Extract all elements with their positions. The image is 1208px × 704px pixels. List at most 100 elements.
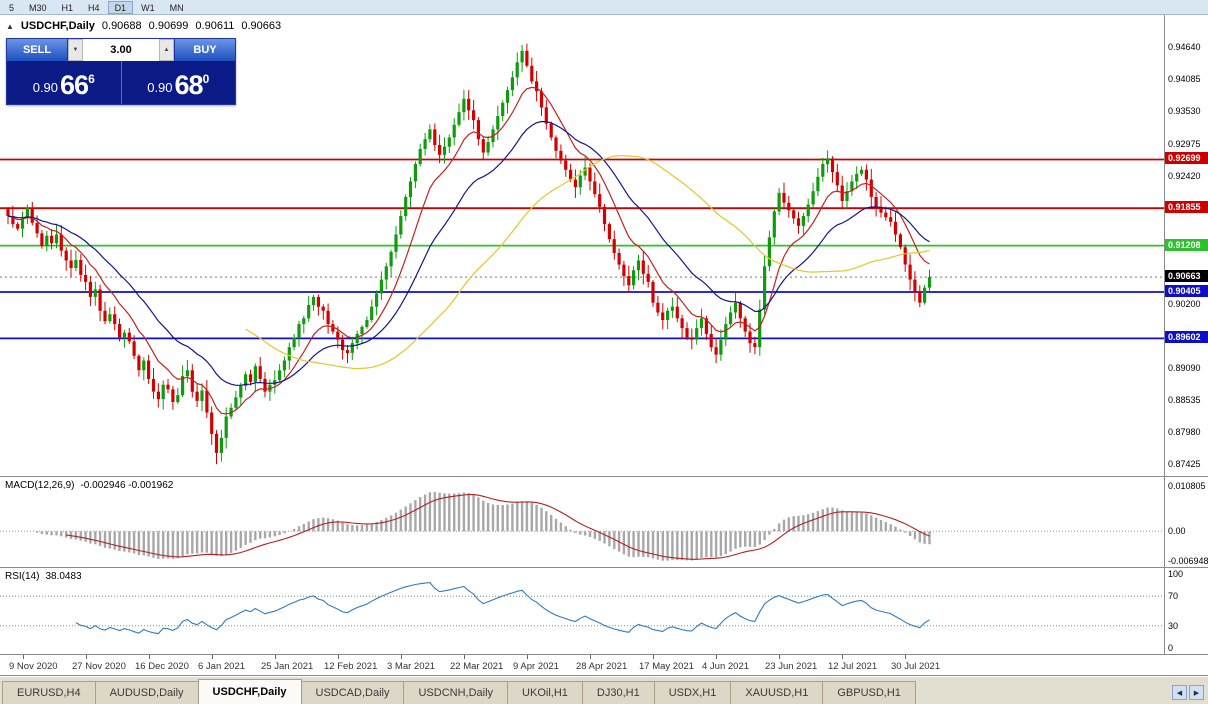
- timeframe-button-d1[interactable]: D1: [107, 0, 134, 14]
- buy-price-base: 0.90: [147, 80, 173, 95]
- chart-tab-xauusd-h1[interactable]: XAUUSD,H1: [730, 681, 824, 704]
- price-axis-label: 0.92975: [1168, 139, 1201, 149]
- timeframe-button-mn[interactable]: MN: [169, 2, 184, 13]
- timeframe-button-w1[interactable]: W1: [141, 2, 155, 13]
- low-value: 0.90611: [195, 20, 235, 32]
- price-axis-label: 0.94085: [1168, 74, 1201, 84]
- buy-price-sup: 0: [202, 72, 210, 86]
- macd-chart[interactable]: [0, 477, 1164, 567]
- time-axis-tick: [716, 655, 717, 659]
- time-axis-label: 25 Jan 2021: [261, 661, 314, 672]
- time-axis-tick: [590, 655, 591, 659]
- time-axis-label: 3 Mar 2021: [387, 661, 436, 672]
- macd-label: MACD(12,26,9): [5, 480, 75, 491]
- time-axis-tick: [842, 655, 843, 659]
- timeframe-button-h4[interactable]: H4: [88, 2, 100, 13]
- time-axis[interactable]: 9 Nov 2020 27 Nov 2020 16 Dec 2020 6 Jan 20…: [0, 655, 1208, 676]
- macd-values: -0.002946 -0.001962: [80, 480, 174, 491]
- price-axis-label: 0.87425: [1168, 459, 1201, 469]
- high-value: 0.90699: [148, 20, 189, 32]
- timeframe-button-5[interactable]: 5: [9, 2, 15, 13]
- rsi-header: RSI(14) 38.0483: [5, 571, 82, 582]
- open-value: 0.90688: [101, 20, 142, 32]
- time-axis-label: 17 May 2021: [639, 661, 694, 672]
- volume-field[interactable]: 3.00: [110, 44, 132, 56]
- sell-price-display[interactable]: 0.90 66 6: [7, 61, 121, 104]
- macd-indicator-panel: 0.010805 0.00 -0.006948 MACD(12,26,9) -0.0…: [0, 477, 1208, 568]
- chart-tab-eurusd-h4[interactable]: EURUSD,H4: [2, 681, 96, 704]
- time-axis-label: 12 Feb 2021: [324, 661, 378, 672]
- price-axis-label: 0.89090: [1168, 363, 1201, 373]
- moving-average-line: [7, 86, 930, 415]
- chart-tab-usdchf-daily[interactable]: USDCHF,Daily: [197, 679, 302, 704]
- macd-signal-line: [66, 494, 930, 560]
- price-axis[interactable]: 0.94640 0.94085 0.93530 0.92975 0.92420 0.902…: [1164, 15, 1208, 476]
- time-axis-tick: [527, 655, 528, 659]
- volume-increment-icon[interactable]: ▲: [159, 39, 174, 61]
- price-level-badge: 0.90405: [1165, 285, 1208, 297]
- price-level-badge: 0.91208: [1165, 239, 1208, 251]
- time-axis-tick: [212, 655, 213, 659]
- sell-price-base: 0.90: [32, 80, 59, 95]
- buy-price-display[interactable]: 0.90 68 0: [120, 61, 236, 104]
- main-chart-panel: 0.94640 0.94085 0.93530 0.92975 0.92420 0.902…: [0, 15, 1208, 477]
- rsi-line: [75, 582, 930, 635]
- macd-axis[interactable]: 0.010805 0.00 -0.006948: [1164, 477, 1208, 567]
- chart-tab-ukoil-h1[interactable]: UKOil,H1: [507, 681, 583, 704]
- chart-ohlc-header: ▲ USDCHF,Daily 0.90688 0.90699 0.90611 0…: [6, 20, 281, 32]
- chart-tab-audusd-daily[interactable]: AUDUSD,Daily: [94, 681, 199, 704]
- time-axis-tick: [401, 655, 402, 659]
- buy-button[interactable]: BUY: [175, 39, 235, 61]
- tab-scroll-buttons: ◀ ▶: [1172, 685, 1206, 704]
- time-axis-tick: [86, 655, 87, 659]
- sell-price-big: 66: [60, 70, 89, 101]
- tab-scroll-left-icon[interactable]: ◀: [1172, 685, 1187, 700]
- rsi-axis-label: 0: [1168, 643, 1174, 653]
- chart-tab-gbpusd-h1[interactable]: GBPUSD,H1: [822, 681, 916, 704]
- timeframe-button-m30[interactable]: M30: [29, 2, 47, 13]
- time-axis-label: 23 Jun 2021: [765, 661, 818, 672]
- price-axis-label: 0.93530: [1168, 106, 1201, 116]
- rsi-axis-label: 70: [1168, 591, 1179, 601]
- chart-tab-usdcnh-daily[interactable]: USDCNH,Daily: [403, 681, 509, 704]
- time-axis-tick: [653, 655, 654, 659]
- rsi-label: RSI(14): [5, 571, 40, 582]
- tab-scroll-right-icon[interactable]: ▶: [1189, 685, 1204, 700]
- collapse-icon: ▲: [6, 21, 14, 31]
- timeframe-toolbar: 5 M30 H1 H4 D1 W1 MN: [0, 0, 1208, 15]
- buy-price-big: 68: [174, 70, 204, 101]
- price-axis-label: 0.92420: [1168, 171, 1201, 181]
- timeframe-button-h1[interactable]: H1: [61, 2, 74, 13]
- time-axis-label: 22 Mar 2021: [450, 661, 504, 672]
- time-axis-tick: [338, 655, 339, 659]
- rsi-value: 38.0483: [45, 571, 82, 582]
- time-axis-label: 4 Jun 2021: [702, 661, 750, 672]
- time-axis-tick: [464, 655, 465, 659]
- time-axis-tick: [905, 655, 906, 659]
- macd-axis-label: -0.006948: [1168, 556, 1208, 566]
- time-axis-label: 6 Jan 2021: [198, 661, 246, 672]
- rsi-chart[interactable]: [0, 568, 1164, 654]
- time-axis-label: 30 Jul 2021: [891, 661, 941, 672]
- rsi-axis-label: 30: [1168, 621, 1179, 631]
- price-axis-label: 0.88535: [1168, 395, 1201, 405]
- volume-decrement-icon[interactable]: ▼: [68, 39, 83, 61]
- chart-tab-usdcad-daily[interactable]: USDCAD,Daily: [300, 681, 405, 704]
- macd-axis-label: 0.010805: [1168, 481, 1206, 491]
- time-axis-label: 12 Jul 2021: [828, 661, 878, 672]
- chart-tab-usdx-h1[interactable]: USDX,H1: [653, 681, 732, 704]
- price-level-badge: 0.91855: [1165, 201, 1208, 213]
- current-price-badge: 0.90663: [1165, 270, 1208, 282]
- candlestick-chart[interactable]: [0, 15, 1164, 476]
- moving-average-line: [245, 155, 930, 370]
- price-axis-label: 0.87980: [1168, 427, 1201, 437]
- rsi-axis-label: 100: [1168, 569, 1184, 579]
- time-axis-label: 9 Apr 2021: [513, 661, 559, 672]
- chart-tab-dj30-h1[interactable]: DJ30,H1: [581, 681, 655, 704]
- price-axis-label: 0.90200: [1168, 299, 1201, 309]
- rsi-axis[interactable]: 100 70 30 0: [1164, 568, 1208, 654]
- time-axis-tick: [275, 655, 276, 659]
- sell-button[interactable]: SELL: [7, 39, 67, 61]
- one-click-trading-panel: SELL ▼ 3.00 ▲ BUY 0.90 66 6 0.90 68 0: [6, 38, 236, 105]
